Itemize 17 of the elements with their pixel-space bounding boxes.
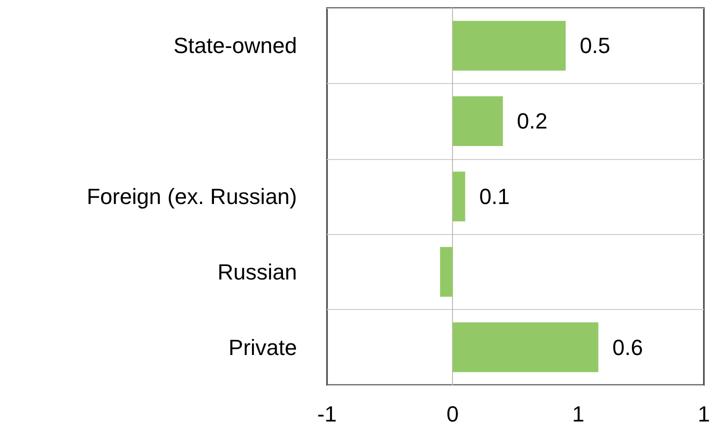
data-label: 0.6 <box>612 334 643 360</box>
data-label: 0.5 <box>580 33 610 58</box>
y-tick-label: Russian <box>218 259 297 284</box>
x-tick-label: 0 <box>446 402 459 426</box>
bar <box>440 247 453 297</box>
bar <box>452 172 466 222</box>
data-label: 0.2 <box>516 108 548 134</box>
x-tick-label: -1 <box>317 402 337 426</box>
bar <box>452 20 566 71</box>
data-label: 0.1 <box>479 184 510 209</box>
bar <box>452 96 503 146</box>
x-tick-label: 1 <box>572 402 584 426</box>
y-tick-label: Private <box>228 334 297 360</box>
y-tick-label: Foreign (ex. Russian) <box>86 184 297 209</box>
y-tick-label: State-owned <box>173 33 297 58</box>
x-tick-label: 1 <box>698 402 710 426</box>
bar <box>452 322 598 372</box>
